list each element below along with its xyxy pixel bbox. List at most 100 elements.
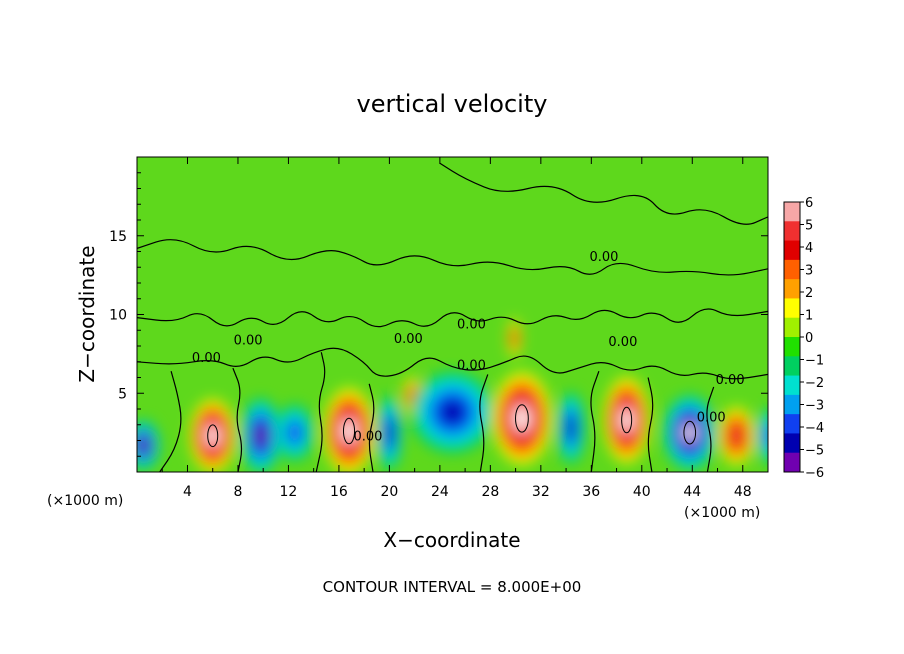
y-axis: 5 10 15 [109,172,768,457]
x-unit-right: (×1000 m) [684,505,760,521]
contour-line-6 [315,352,326,472]
cell-ring [515,408,529,429]
velocity-cell-13 [718,407,755,465]
contour-label-4: 0.00 [457,359,486,374]
colorbar-swatch [784,375,800,396]
x-tick-label: 4 [183,484,192,500]
chart-title: vertical velocity [357,90,548,118]
cell-ring [764,425,768,446]
cell-ring [440,400,465,424]
contour-line-3 [439,162,768,225]
colorbar-swatch [784,414,800,434]
cell-ring [567,417,576,439]
colorbar-tick-label: 5 [805,219,813,234]
contour-label-3: 0.00 [394,332,423,347]
velocity-cell-14 [756,407,768,465]
contour-loop-8 [515,404,529,433]
contour-line-1 [137,308,768,328]
contour-label-5: 0.00 [457,318,486,333]
y-axis-title: Z−coordinate [75,245,99,382]
x-tick-label: 24 [431,484,449,500]
colorbar-swatch [784,452,800,473]
colorbar-tick-label: 4 [805,241,813,256]
contour-labels: 0.00 0.00 0.00 0.00 0.00 0.00 0.00 0.00 0.00 0.00 [192,250,745,445]
contour-label-0: 0.00 [192,351,221,366]
velocity-cell-0 [137,420,160,471]
colorbar-swatch [784,337,800,357]
colorbar-swatch [784,279,800,299]
velocity-cell-8 [492,372,551,465]
cell-ring [288,422,302,443]
velocity-cell-12 [663,394,717,471]
colorbar-swatch [784,433,800,454]
cell-ring [139,439,148,452]
contour-line-0 [137,347,768,380]
contour-label-9: 0.00 [716,373,745,388]
contour-line-2 [137,239,768,276]
x-axis: 4 8 12 16 20 24 28 32 36 40 44 48 [161,157,752,500]
colorbar-tick-label: 3 [805,264,813,279]
x-tick-label: 44 [683,484,701,500]
x-tick-label: 36 [582,484,600,500]
contour-line-4 [159,371,182,472]
colorbar-tick-label: −3 [805,399,824,414]
contour-line-7 [368,383,375,472]
colorbar-swatch [784,317,800,338]
colorbar-swatch [784,356,800,377]
contour-line-11 [706,386,715,472]
colorbar-tick-label: −1 [805,354,824,369]
colorbar: 6 5 4 3 2 1 0 −1 −2 −3 −4 −5 −6 [783,196,824,481]
colorbar-swatch [784,221,800,242]
contour-label-2: 0.00 [353,430,382,445]
x-unit-left: (×1000 m) [47,493,123,509]
x-tick-label: 28 [481,484,499,500]
colorbar-tick-label: −5 [805,444,824,459]
colorbar-swatch [784,202,800,222]
contour-interval-note: CONTOUR INTERVAL = 8.000E+00 [323,578,582,596]
cell-ring [385,421,394,444]
contour-label-1: 0.00 [234,333,263,348]
velocity-cell-11 [603,377,650,463]
colorbar-swatch [784,259,800,280]
cell-ring [684,424,696,441]
y-tick-label: 15 [109,229,127,245]
colorbar-swatch [784,240,800,261]
colorbar-tick-label: 0 [805,331,813,346]
x-tick-label: 20 [380,484,398,500]
x-tick-label: 16 [330,484,348,500]
colorbar-swatch [784,298,800,319]
velocity-cell-3 [275,404,314,461]
velocity-cell-9 [508,319,521,358]
y-tick-label: 5 [118,386,127,402]
colorbar-tick-label: 6 [805,196,813,211]
contour-label-6: 0.00 [589,250,618,265]
contour-line-5 [232,367,243,472]
cell-ring [512,331,517,345]
cell-ring [621,411,632,429]
cell-ring [255,426,266,445]
x-tick-label: 8 [233,484,242,500]
y-tick-label: 10 [109,308,127,324]
contour-loop-11 [621,406,633,434]
velocity-cell-7 [410,371,495,454]
contour-loop-12 [683,420,697,445]
x-axis-title: X−coordinate [383,528,520,552]
contour-lines [137,162,768,472]
velocity-cell-10 [557,391,586,465]
contour-loop-4 [342,417,356,445]
x-tick-label: 48 [734,484,752,500]
x-tick-label: 12 [280,484,298,500]
cell-ring [343,422,355,441]
contour-label-8: 0.00 [697,411,726,426]
colorbar-tick-label: −4 [805,421,824,436]
contour-line-9 [590,370,600,472]
colorbar-tick-label: 2 [805,286,813,301]
velocity-cell-1 [190,399,236,472]
velocity-cell-5 [376,394,403,471]
cell-ring [731,427,742,444]
contour-line-8 [479,374,489,472]
x-tick-label: 40 [633,484,651,500]
velocity-cell-2 [240,397,281,472]
contour-line-10 [647,377,654,472]
